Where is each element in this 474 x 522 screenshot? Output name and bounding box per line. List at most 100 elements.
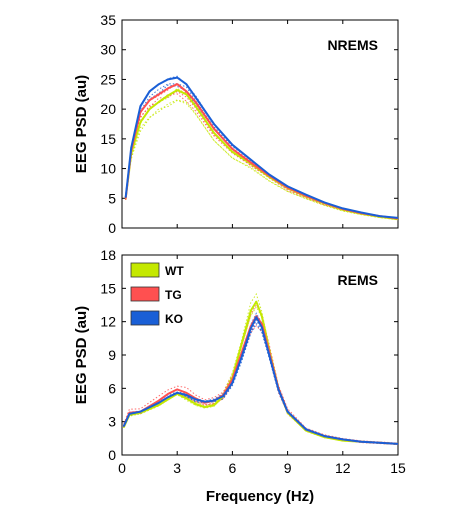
y-tick-label: 35 xyxy=(100,12,116,28)
data-point-wt xyxy=(231,151,234,153)
data-point-ko xyxy=(250,158,252,161)
y-tick-label: 0 xyxy=(108,447,116,463)
y-tick-label: 0 xyxy=(108,220,116,236)
legend-label-ko: KO xyxy=(165,312,183,326)
data-point-ko xyxy=(277,388,280,391)
data-point-ko xyxy=(323,201,326,204)
y-tick-label: 20 xyxy=(100,101,116,117)
data-point-tg xyxy=(261,323,263,325)
data-point-wt xyxy=(158,404,160,406)
plot-frame xyxy=(121,19,399,229)
data-point-wt xyxy=(240,343,243,345)
data-point-ko xyxy=(194,96,197,99)
y-axis-title: EEG PSD (au) xyxy=(73,306,90,404)
y-tick-label: 5 xyxy=(108,190,116,206)
data-point-ko xyxy=(176,391,178,394)
panel-title: NREMS xyxy=(327,37,378,53)
trace-tg-individual xyxy=(123,319,398,446)
data-point-ko xyxy=(286,185,289,188)
data-point-wt xyxy=(194,403,197,405)
x-tick-label: 15 xyxy=(390,460,406,476)
panel-rems: 0 3 6 9 12 15 18 0 3 6 9 12 15 EEG PSD (au) Frequency … xyxy=(73,247,406,505)
x-tick-label: 3 xyxy=(173,460,181,476)
data-point-wt xyxy=(255,300,258,303)
data-point-ko xyxy=(124,196,127,198)
data-point-wt xyxy=(250,309,252,312)
data-point-ko xyxy=(305,193,307,196)
data-point-tg xyxy=(185,90,188,93)
data-point-tg xyxy=(158,93,160,96)
panel-nrems: 0 5 10 15 20 25 30 35 EEG PSD (au) NREMS xyxy=(73,12,399,236)
x-tick-label: 6 xyxy=(229,460,237,476)
y-tick-label: 10 xyxy=(100,161,116,177)
trace-tg-individual xyxy=(123,324,398,445)
y-tick-label: 12 xyxy=(100,314,116,330)
data-point-ko xyxy=(360,211,363,214)
data-point-ko xyxy=(268,354,271,356)
series-lines xyxy=(122,292,398,446)
y-tick-label: 6 xyxy=(108,380,116,396)
data-point-tg xyxy=(167,393,169,395)
data-point-wt xyxy=(167,398,169,401)
data-point-wt xyxy=(139,121,142,124)
y-tick-label: 15 xyxy=(100,280,116,296)
data-point-ko xyxy=(176,76,178,79)
y-tick-label: 30 xyxy=(100,42,116,58)
trace-tg-individual xyxy=(125,93,398,220)
x-tick-label: 0 xyxy=(118,460,126,476)
data-point-wt xyxy=(261,315,263,317)
trace-tg-individual xyxy=(125,82,398,220)
data-point-ko xyxy=(397,443,398,445)
data-point-wt xyxy=(204,406,206,409)
trace-ko-individual xyxy=(123,312,398,444)
data-point-ko xyxy=(185,394,188,396)
data-point-ko xyxy=(139,410,142,413)
y-tick-label: 18 xyxy=(100,247,116,263)
data-point-tg xyxy=(185,391,188,394)
data-point-tg xyxy=(213,127,215,130)
y-tick-label: 25 xyxy=(100,71,116,87)
legend-swatch-ko xyxy=(130,310,160,326)
data-point-ko xyxy=(255,316,258,319)
data-point-ko xyxy=(240,356,243,359)
data-point-wt xyxy=(185,93,188,96)
data-point-ko xyxy=(250,327,252,330)
data-point-ko xyxy=(268,173,271,176)
x-tick-label: 12 xyxy=(335,460,351,476)
data-point-ko xyxy=(286,410,289,413)
data-point-ko xyxy=(167,396,169,399)
legend-label-wt: WT xyxy=(165,264,184,278)
data-point-ko xyxy=(231,144,234,146)
data-point-wt xyxy=(213,132,215,134)
data-point-ko xyxy=(148,90,151,93)
series-line-tg xyxy=(124,83,398,220)
data-point-tg xyxy=(124,197,127,200)
data-point-ko xyxy=(213,399,215,402)
x-axis-title: Frequency (Hz) xyxy=(206,488,314,505)
data-point-tg xyxy=(250,161,252,164)
data-point-tg xyxy=(167,87,169,90)
y-tick-label: 3 xyxy=(108,414,116,430)
trace-ko-individual xyxy=(123,318,398,445)
data-point-tg xyxy=(158,399,160,402)
data-point-wt xyxy=(194,105,197,107)
data-point-wt xyxy=(213,404,215,406)
data-point-ko xyxy=(158,401,160,404)
data-point-ko xyxy=(139,105,142,107)
series-line-wt xyxy=(124,89,398,221)
legend: WT TG KO xyxy=(130,262,184,326)
data-point-ko xyxy=(128,413,131,415)
y-tick-label: 15 xyxy=(100,131,116,147)
y-axis-title: EEG PSD (au) xyxy=(73,75,90,173)
data-point-tg xyxy=(176,388,178,391)
y-tick-label: 9 xyxy=(108,347,116,363)
data-point-wt xyxy=(167,94,169,97)
data-point-ko xyxy=(123,425,125,427)
data-point-wt xyxy=(148,108,151,110)
data-point-ko xyxy=(231,381,234,384)
legend-swatch-tg xyxy=(130,286,160,302)
data-point-tg xyxy=(148,99,151,102)
series-line-ko xyxy=(124,76,398,219)
data-point-ko xyxy=(130,146,132,149)
